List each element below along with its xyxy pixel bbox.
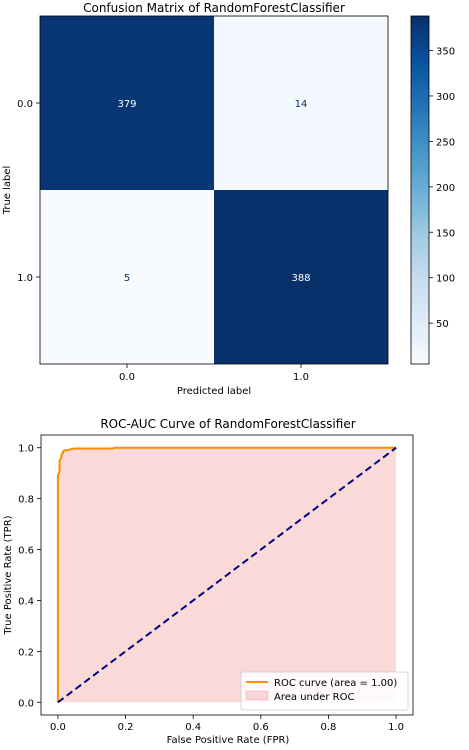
roc-x-tick-label: 1.0 (388, 722, 404, 733)
cm-cell-value: 14 (295, 99, 308, 110)
colorbar-tick-label: 150 (436, 228, 455, 239)
cm-cell-value: 379 (117, 99, 136, 110)
roc-legend-fill-swatch (245, 690, 269, 701)
roc-y-tick-label: 0.8 (18, 495, 34, 506)
confusion-matrix-chart: Confusion Matrix of RandomForestClassifi… (2, 1, 455, 397)
colorbar-tick-label: 350 (436, 47, 455, 58)
colorbar-tick-label: 200 (436, 183, 455, 194)
colorbar-tick-label: 300 (436, 92, 455, 103)
roc-x-tick-label: 0.2 (118, 722, 134, 733)
cm-cell-value: 5 (124, 273, 130, 284)
cm-y-tick-label: 1.0 (17, 273, 33, 284)
roc-y-tick-label: 0.6 (18, 546, 34, 557)
roc-y-tick-label: 0.0 (18, 698, 34, 709)
colorbar-tick-label: 250 (436, 137, 455, 148)
roc-curve-line (56, 446, 397, 703)
cm-title: Confusion Matrix of RandomForestClassifi… (83, 1, 345, 15)
roc-legend-area-label: Area under ROC (274, 692, 354, 703)
cm-ylabel: True label (2, 166, 13, 216)
roc-x-tick-label: 0.6 (253, 722, 269, 733)
cm-colorbar (410, 15, 430, 365)
roc-xlabel: False Positive Rate (FPR) (167, 735, 290, 746)
cm-cell (40, 190, 214, 364)
cm-cell (40, 16, 214, 190)
roc-ylabel: True Positive Rate (TPR) (3, 515, 14, 635)
roc-legend-curve-label: ROC curve (area = 1.00) (274, 678, 397, 689)
roc-x-tick-label: 0.0 (50, 722, 66, 733)
chance-diagonal-line (57, 446, 397, 704)
roc-title: ROC-AUC Curve of RandomForestClassifier (100, 417, 355, 431)
cm-x-tick-label: 1.0 (293, 372, 309, 383)
roc-legend: ROC curve (area = 1.00) Area under ROC (240, 671, 409, 711)
cm-cell (214, 190, 388, 364)
roc-y-tick-label: 0.4 (18, 596, 34, 607)
cm-cell (214, 16, 388, 190)
cm-cell-value: 388 (291, 273, 310, 284)
cm-xlabel: Predicted label (177, 386, 251, 397)
roc-auc-chart: ROC-AUC Curve of RandomForestClassifier … (3, 417, 414, 746)
roc-legend-box (240, 671, 409, 711)
colorbar-tick-label: 100 (436, 274, 455, 285)
cm-x-tick-label: 0.0 (119, 372, 135, 383)
roc-y-tick-label: 0.2 (18, 647, 34, 658)
roc-plot-frame (40, 434, 414, 716)
cm-y-tick-label: 0.0 (17, 99, 33, 110)
roc-x-tick-label: 0.8 (321, 722, 337, 733)
colorbar-tick-label: 50 (436, 319, 449, 330)
cm-plot-frame (39, 15, 389, 365)
roc-x-tick-label: 0.4 (185, 722, 201, 733)
roc-y-tick-label: 1.0 (18, 444, 34, 455)
